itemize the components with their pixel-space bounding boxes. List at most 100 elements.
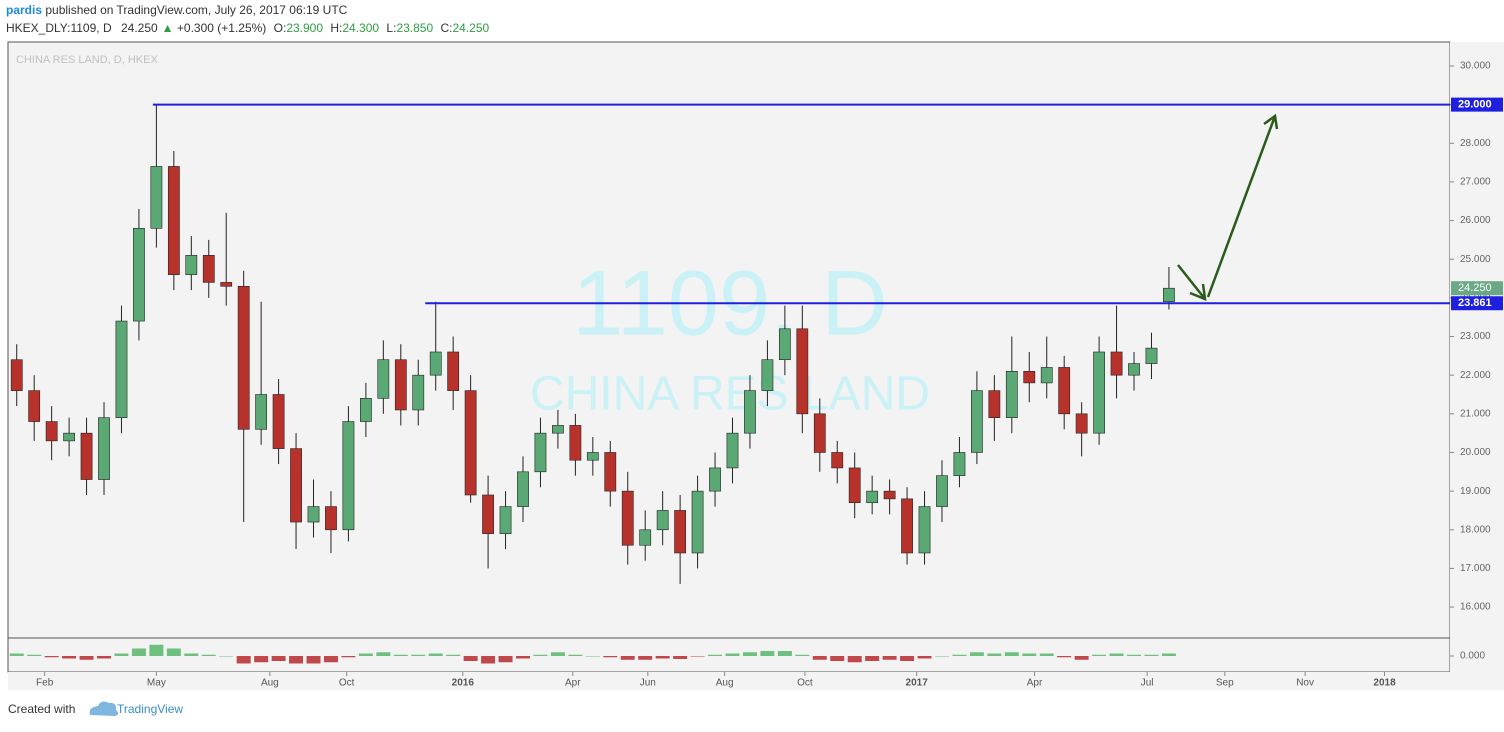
histogram-bar	[341, 656, 356, 658]
level-label: 23.861	[1458, 297, 1492, 309]
histogram-bar	[725, 653, 740, 656]
candle-body	[604, 452, 617, 492]
ohlc-label: C:	[440, 21, 452, 35]
histogram-bar	[62, 656, 77, 659]
histogram-bar	[1039, 653, 1054, 656]
candle-body	[464, 390, 477, 496]
candle-body	[255, 394, 268, 430]
candle-body	[1128, 363, 1140, 376]
x-tick-label: Jul	[1141, 678, 1154, 689]
chart-title: CHINA RES LAND, D, HKEX	[16, 54, 158, 66]
candle-body	[848, 467, 861, 504]
histogram-bar	[149, 644, 164, 656]
histogram-bar	[795, 654, 810, 656]
histogram-bar	[760, 651, 775, 656]
histogram-bar	[585, 656, 600, 657]
histogram-bar	[27, 654, 42, 656]
histogram-bar	[1057, 656, 1072, 658]
histogram-bar	[516, 656, 530, 659]
histogram-bar	[708, 654, 723, 656]
histogram-bar	[655, 656, 670, 659]
histogram-bar	[1109, 653, 1124, 656]
footer-brand[interactable]: TradingView	[117, 702, 183, 716]
candle-body	[10, 359, 23, 391]
histogram-bar	[777, 651, 792, 656]
candle-body	[63, 432, 75, 442]
x-tick-label: Jun	[640, 678, 656, 689]
x-tick-label: Sep	[1216, 678, 1234, 689]
x-tick-label: May	[147, 678, 166, 689]
histogram-bar	[289, 656, 304, 664]
histogram-bar	[219, 656, 234, 657]
histogram-bar	[742, 652, 757, 656]
candle-body	[80, 432, 93, 480]
candle-body	[359, 398, 372, 422]
histogram-bar	[1022, 653, 1037, 656]
y-tick-label: 26.000	[1460, 215, 1491, 226]
candle-body	[726, 432, 739, 469]
candle-body	[761, 359, 774, 391]
candle-body	[1145, 347, 1158, 364]
candle-body	[325, 506, 337, 531]
histogram-bar	[446, 654, 461, 656]
candle-body	[569, 425, 582, 461]
candle-body	[918, 506, 931, 554]
candle-body	[813, 413, 826, 453]
candle-body	[988, 390, 1001, 418]
y-tick-label: 17.000	[1460, 563, 1491, 574]
histogram-bar	[481, 656, 496, 664]
candle-body	[1005, 371, 1018, 418]
candle-body	[552, 425, 564, 434]
histogram-bar	[1074, 656, 1089, 660]
histogram-bar	[393, 654, 408, 656]
candle-body	[185, 255, 198, 275]
histogram-bar	[97, 656, 111, 659]
histogram-bar	[603, 656, 618, 658]
candle-body	[1023, 371, 1036, 384]
candle-body	[220, 282, 233, 287]
y-tick-label: 23.000	[1460, 331, 1491, 342]
y-tick-label: 0.000	[1460, 651, 1485, 662]
histogram-bar	[1127, 654, 1141, 656]
candle-body	[1093, 351, 1105, 434]
candle-body	[499, 506, 512, 534]
candle-body	[1110, 351, 1123, 376]
candle-body	[586, 452, 599, 461]
x-tick-label: 2017	[906, 678, 929, 689]
candle-body	[115, 320, 128, 418]
candle-body	[534, 432, 547, 473]
candle-body	[290, 448, 302, 523]
histogram-bar	[411, 654, 426, 656]
price-axis	[1450, 42, 1504, 672]
up-arrow: ▲	[162, 21, 174, 35]
publish-line: pardis published on TradingView.com, Jul…	[6, 3, 348, 17]
candle-body	[621, 490, 634, 546]
histogram-bar	[638, 656, 653, 660]
candle-body	[883, 490, 896, 500]
last-price-tag	[1451, 281, 1503, 296]
candle-body	[674, 510, 687, 554]
candle-body	[1075, 413, 1088, 434]
histogram-bar	[428, 653, 443, 656]
candle-body	[133, 227, 145, 322]
candle-body	[778, 328, 791, 361]
candle-body	[796, 328, 809, 415]
candle-body	[709, 467, 721, 492]
histogram-bar	[1092, 654, 1107, 656]
histogram-bar	[917, 656, 932, 659]
histogram-bar	[79, 656, 94, 660]
symbol-line: HKEX_DLY:1109, D 24.250 ▲ +0.300 (+1.25%)…	[6, 21, 490, 35]
footer-text: Created with	[8, 702, 75, 716]
watermark-name: CHINA RES LAND	[530, 368, 930, 421]
ohlc-label: L:	[386, 21, 396, 35]
histogram-bar	[568, 654, 583, 656]
candle-body	[394, 359, 407, 411]
histogram-bar	[1144, 654, 1159, 656]
candle-body	[1040, 367, 1053, 384]
candle-body	[639, 529, 652, 546]
candle-body	[342, 421, 355, 531]
histogram-bar	[673, 656, 688, 659]
ohlc-value: 24.300	[342, 21, 379, 35]
histogram-bar	[550, 652, 565, 656]
